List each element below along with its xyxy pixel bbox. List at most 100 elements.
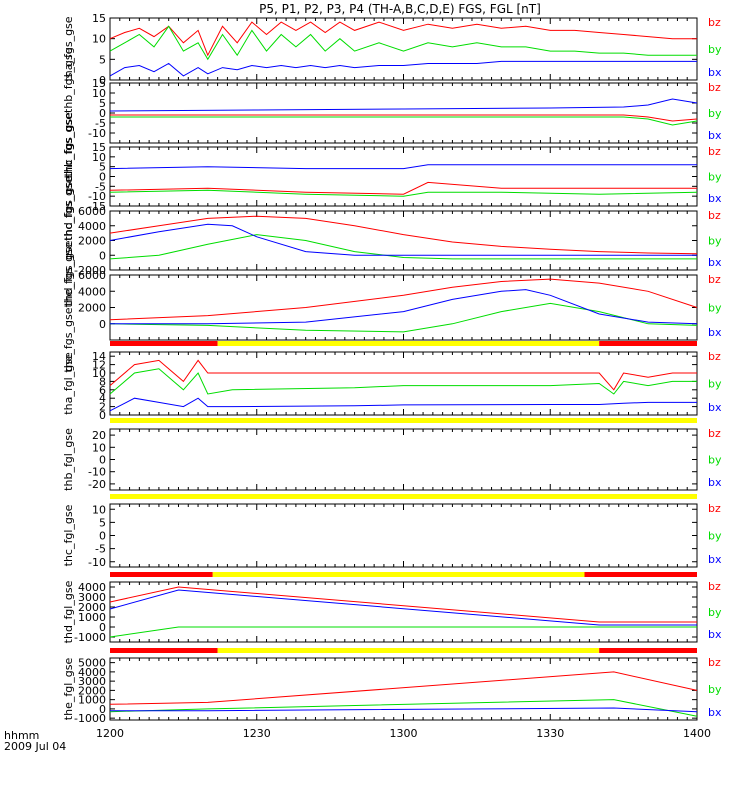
y-tick-label: 4000 xyxy=(78,220,106,233)
y-tick-label: 4000 xyxy=(78,581,106,594)
series-by xyxy=(109,25,697,61)
legend-bz: bz xyxy=(708,81,721,94)
y-tick-label: 14 xyxy=(92,350,106,363)
availability-bar-segment xyxy=(599,341,697,346)
series-by xyxy=(109,626,697,638)
y-tick-label: 4000 xyxy=(78,285,106,298)
availability-bar-segment xyxy=(110,572,213,577)
y-tick-label: 15 xyxy=(92,77,106,90)
series-bz xyxy=(109,586,697,623)
y-tick-label: 5 xyxy=(99,516,106,529)
y-tick-label: 2000 xyxy=(78,235,106,248)
y-tick-label: 8 xyxy=(99,375,106,388)
y-tick-label: 3000 xyxy=(78,591,106,604)
y-axis-label: thb_fgl_gse xyxy=(62,428,75,491)
legend-by: by xyxy=(708,171,722,184)
time-label: hhmm xyxy=(4,729,39,742)
x-axis: 1200 1230 1300 1330 1400 xyxy=(96,727,711,740)
legend-bx: bx xyxy=(708,326,722,339)
legend-bx: bx xyxy=(708,476,722,489)
x-tick-label: 1200 xyxy=(96,727,124,740)
series-by xyxy=(109,368,697,395)
series-by xyxy=(109,189,698,197)
y-axis-label: thb_fgs_gsethb_fgs_gse xyxy=(62,47,75,178)
legend-bz: bz xyxy=(708,145,721,158)
legend-bz: bz xyxy=(708,427,721,440)
y-tick-label: 2000 xyxy=(78,302,106,315)
y-axis-label: tha_fgl_gse xyxy=(62,352,75,415)
availability-bar-segment xyxy=(217,341,600,346)
panel-frame xyxy=(109,146,698,207)
y-tick-label: 1000 xyxy=(78,611,106,624)
y-tick-label: 10 xyxy=(92,441,106,454)
y-tick-label: 6000 xyxy=(78,269,106,282)
availability-bar-segment xyxy=(110,494,697,499)
series-by xyxy=(109,302,698,333)
panel-frame xyxy=(109,82,698,144)
y-tick-label: -5 xyxy=(95,180,106,193)
y-tick-label: 0 xyxy=(99,703,106,716)
availability-bar-segment xyxy=(110,418,697,423)
series-by xyxy=(110,116,698,126)
y-axis-label: thc_fgl_gse xyxy=(62,504,75,566)
series-bx xyxy=(110,289,698,325)
legend-by: by xyxy=(708,235,722,248)
legend-by: by xyxy=(708,378,722,391)
y-tick-label: 20 xyxy=(92,429,106,442)
legend-by: by xyxy=(708,530,722,543)
y-axis-label: thd_fgs_gsethd_fgs_gse xyxy=(62,175,75,306)
y-tick-label: -10 xyxy=(88,556,106,569)
y-tick-label: 12 xyxy=(92,359,106,372)
y-tick-label: 1000 xyxy=(78,694,106,707)
legend-bz: bz xyxy=(708,209,721,222)
x-tick-label: 1400 xyxy=(683,727,711,740)
y-tick-label: -5 xyxy=(95,543,106,556)
y-tick-label: 0 xyxy=(99,318,106,331)
legend-by: by xyxy=(708,683,722,696)
series-bx xyxy=(110,707,698,713)
y-tick-label: -5 xyxy=(95,117,106,130)
y-tick-label: 2000 xyxy=(78,601,106,614)
y-tick-label: 0 xyxy=(99,454,106,467)
y-tick-label: 10 xyxy=(92,151,106,164)
legend-bz: bz xyxy=(708,273,721,286)
y-axis-label: the_fgl_gse xyxy=(62,658,75,721)
legend-bz: bz xyxy=(708,502,721,515)
legend-bz: bz xyxy=(708,350,721,363)
y-tick-label: 4 xyxy=(99,392,106,405)
availability-bar-segment xyxy=(110,648,218,653)
y-tick-label: 0 xyxy=(99,249,106,262)
y-tick-label: -15 xyxy=(88,200,106,213)
series-bx xyxy=(109,589,697,626)
y-tick-label: 10 xyxy=(92,33,106,46)
availability-bar-segment xyxy=(217,648,600,653)
series-bz xyxy=(109,181,697,195)
x-tick-label: 1300 xyxy=(390,727,418,740)
legend-bx: bx xyxy=(708,129,722,142)
series-bx xyxy=(109,98,698,112)
legend-bx: bx xyxy=(708,66,722,79)
series-bz xyxy=(109,21,697,57)
legend-bz: bz xyxy=(708,656,721,669)
y-tick-label: 5 xyxy=(99,53,106,66)
y-axis-label: thc_fgs_gsethc_fgs_gse xyxy=(62,112,75,241)
y-tick-label: 10 xyxy=(92,367,106,380)
availability-bar-segment xyxy=(110,341,218,346)
series-bz xyxy=(109,278,698,321)
y-tick-label: 5 xyxy=(99,161,106,174)
y-axis-label: tha_fgs_gse xyxy=(62,16,75,81)
series-bx xyxy=(109,397,697,412)
legend-by: by xyxy=(708,43,722,56)
y-tick-label: 15 xyxy=(92,141,106,154)
y-tick-label: 0 xyxy=(99,530,106,543)
series-bz xyxy=(109,359,697,391)
legend-bx: bx xyxy=(708,628,722,641)
series-bz xyxy=(110,114,698,122)
